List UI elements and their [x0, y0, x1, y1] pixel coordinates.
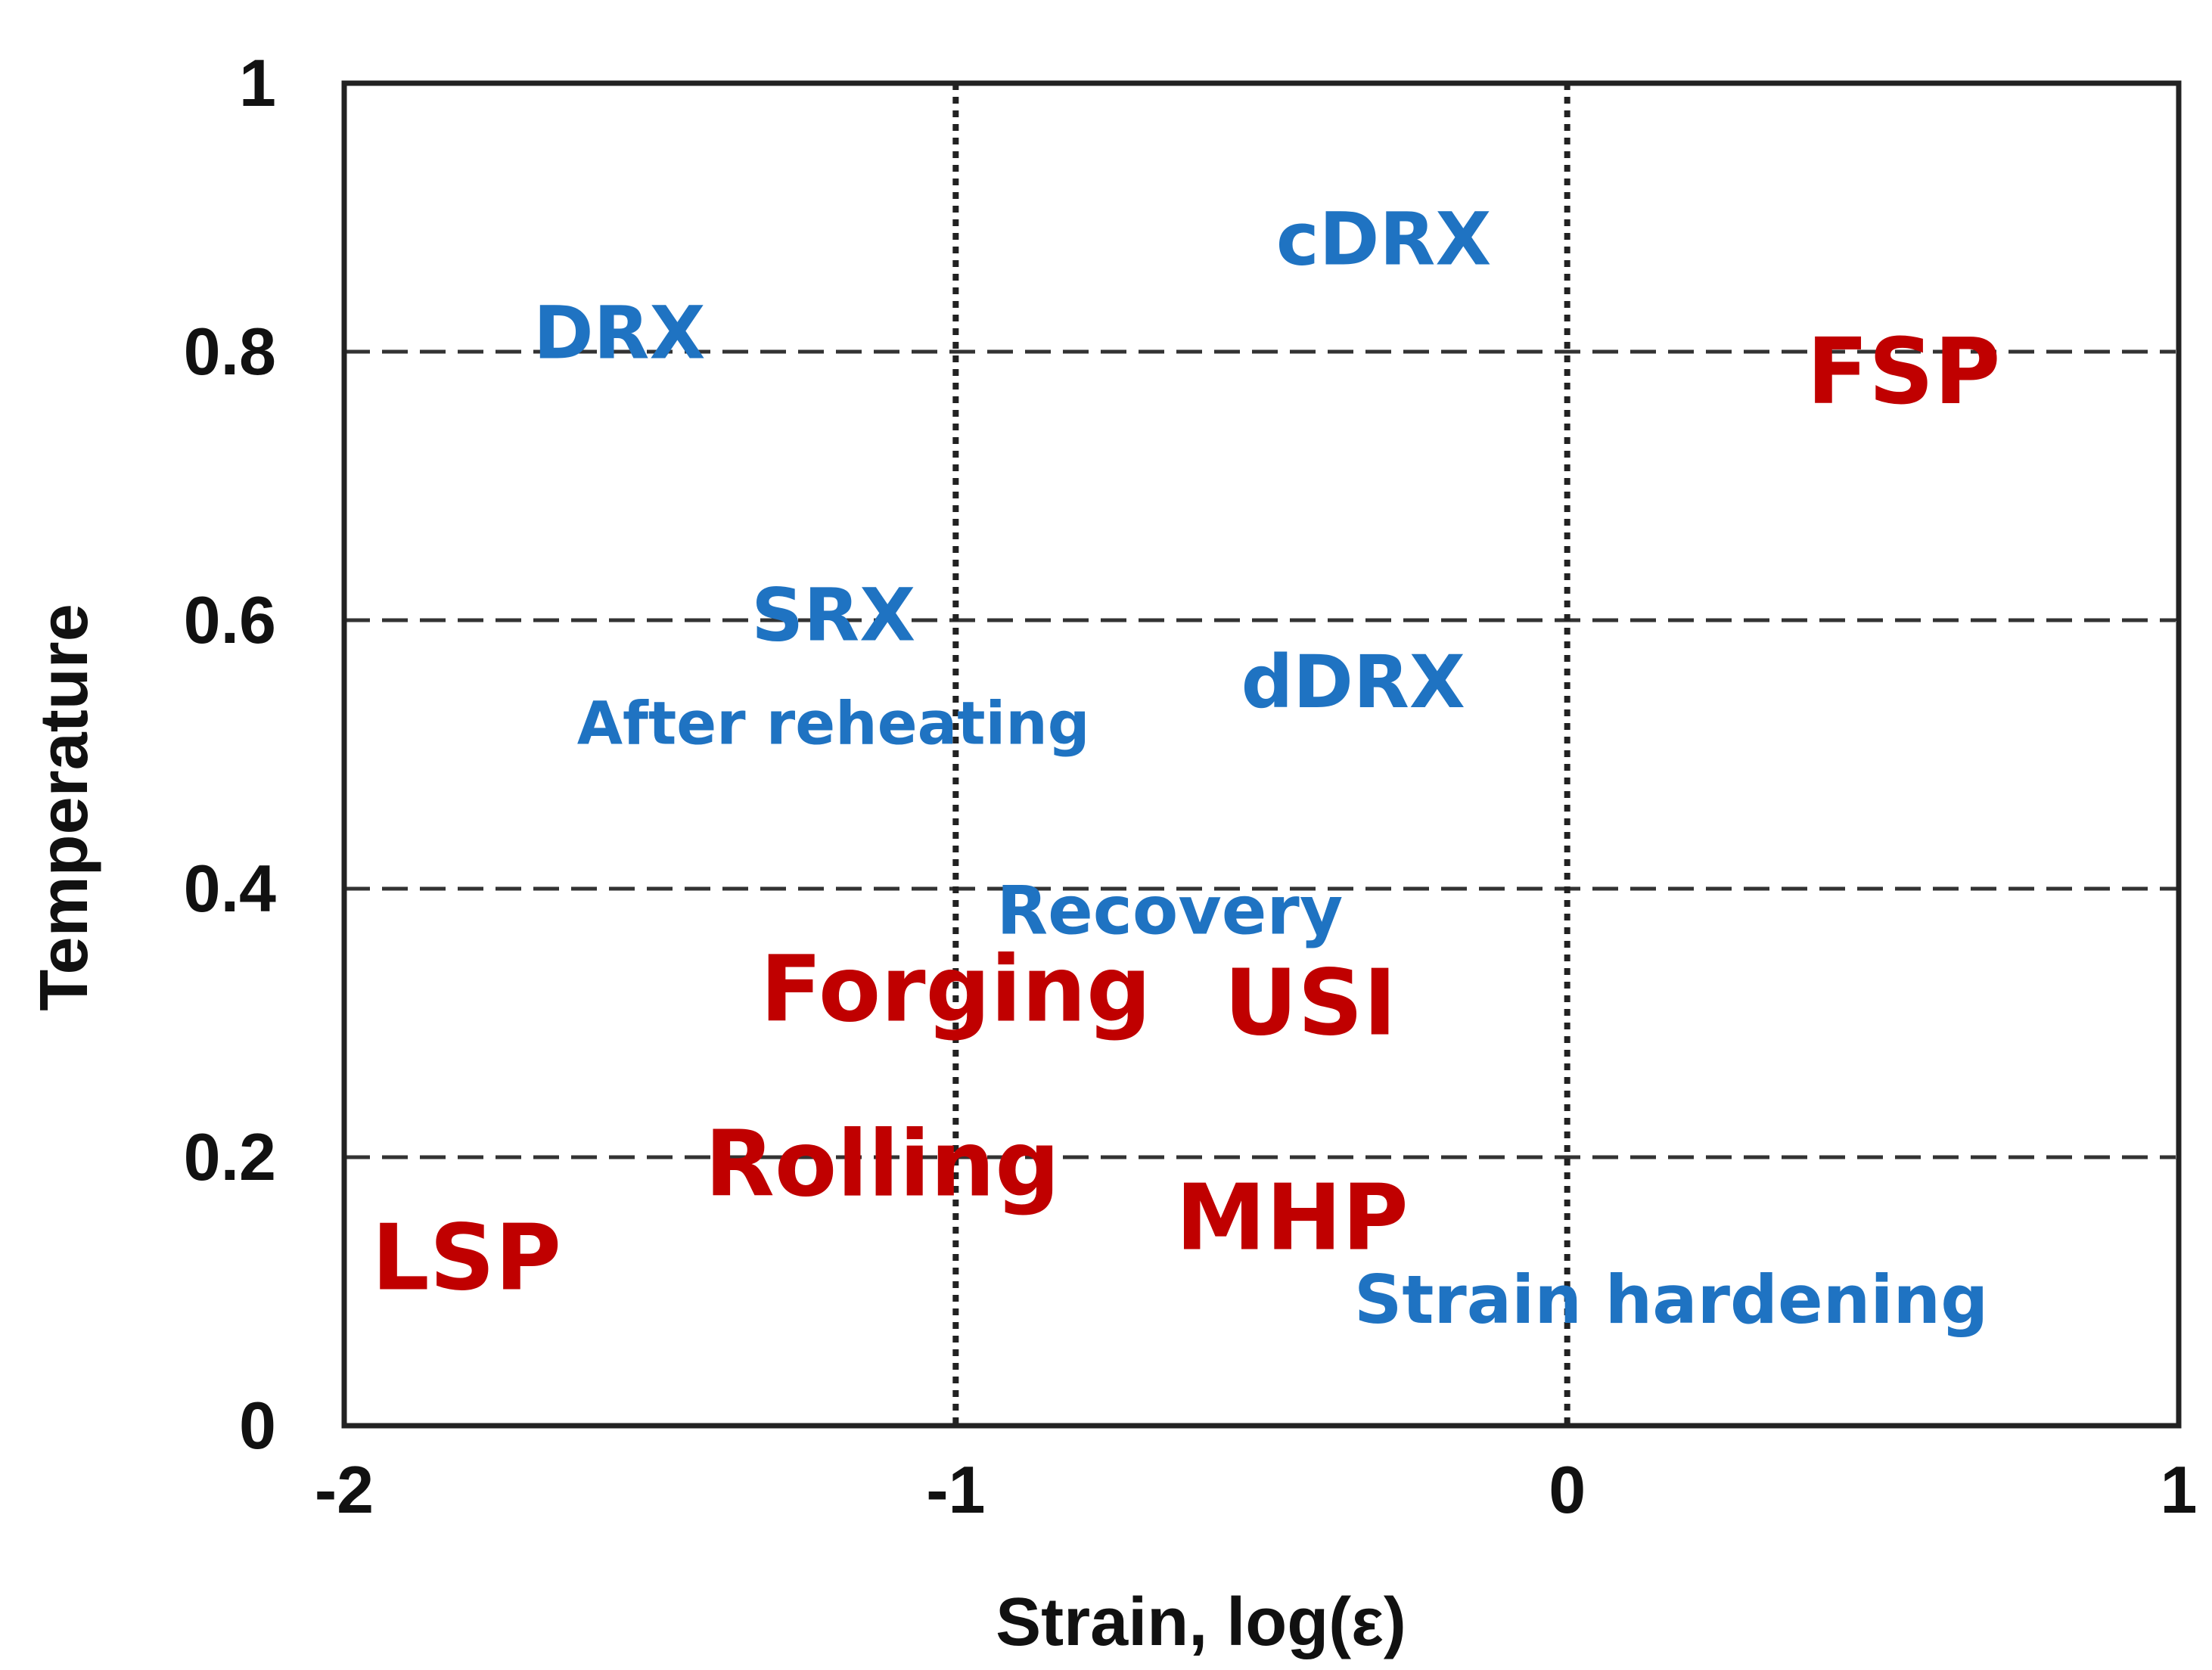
mechanism-label: cDRX: [1276, 197, 1492, 281]
x-axis-label: Strain, log(ε): [996, 1585, 1406, 1660]
x-tick-label: -1: [926, 1452, 985, 1527]
process-label: Rolling: [705, 1112, 1061, 1217]
y-tick-label: 0.4: [184, 851, 276, 926]
process-label: Forging: [760, 938, 1151, 1043]
x-tick-label: 1: [2161, 1452, 2198, 1527]
mechanism-label: dDRX: [1241, 640, 1465, 725]
x-tick-label: -2: [315, 1452, 374, 1527]
process-label: USI: [1224, 951, 1397, 1056]
mechanism-label: After reheating: [577, 690, 1090, 758]
plot-frame: [341, 80, 2182, 1429]
y-tick-label: 0: [239, 1388, 276, 1463]
y-tick-label: 1: [239, 45, 276, 120]
mechanism-label: DRX: [533, 291, 706, 376]
process-label: LSP: [371, 1206, 561, 1311]
chart-annotations: cDRX DRX SRX dDRX After reheating Recovery Str…: [371, 197, 2000, 1339]
process-label: FSP: [1807, 320, 2000, 425]
axis-ticks: -2 -1 0 1 0 0.2 0.4 0.6 0.8 1: [184, 45, 2198, 1527]
mechanism-label: Recovery: [996, 871, 1343, 949]
process-label: MHP: [1176, 1166, 1409, 1271]
y-tick-label: 0.8: [184, 314, 276, 389]
y-tick-label: 0.6: [184, 582, 276, 657]
grid-lines: [344, 83, 2182, 1426]
x-tick-label: 0: [1549, 1452, 1586, 1527]
y-tick-label: 0.2: [184, 1119, 276, 1194]
y-axis-label: Temperature: [26, 604, 102, 1011]
mechanism-label: Strain hardening: [1354, 1261, 1988, 1339]
mechanism-label: SRX: [751, 573, 915, 657]
